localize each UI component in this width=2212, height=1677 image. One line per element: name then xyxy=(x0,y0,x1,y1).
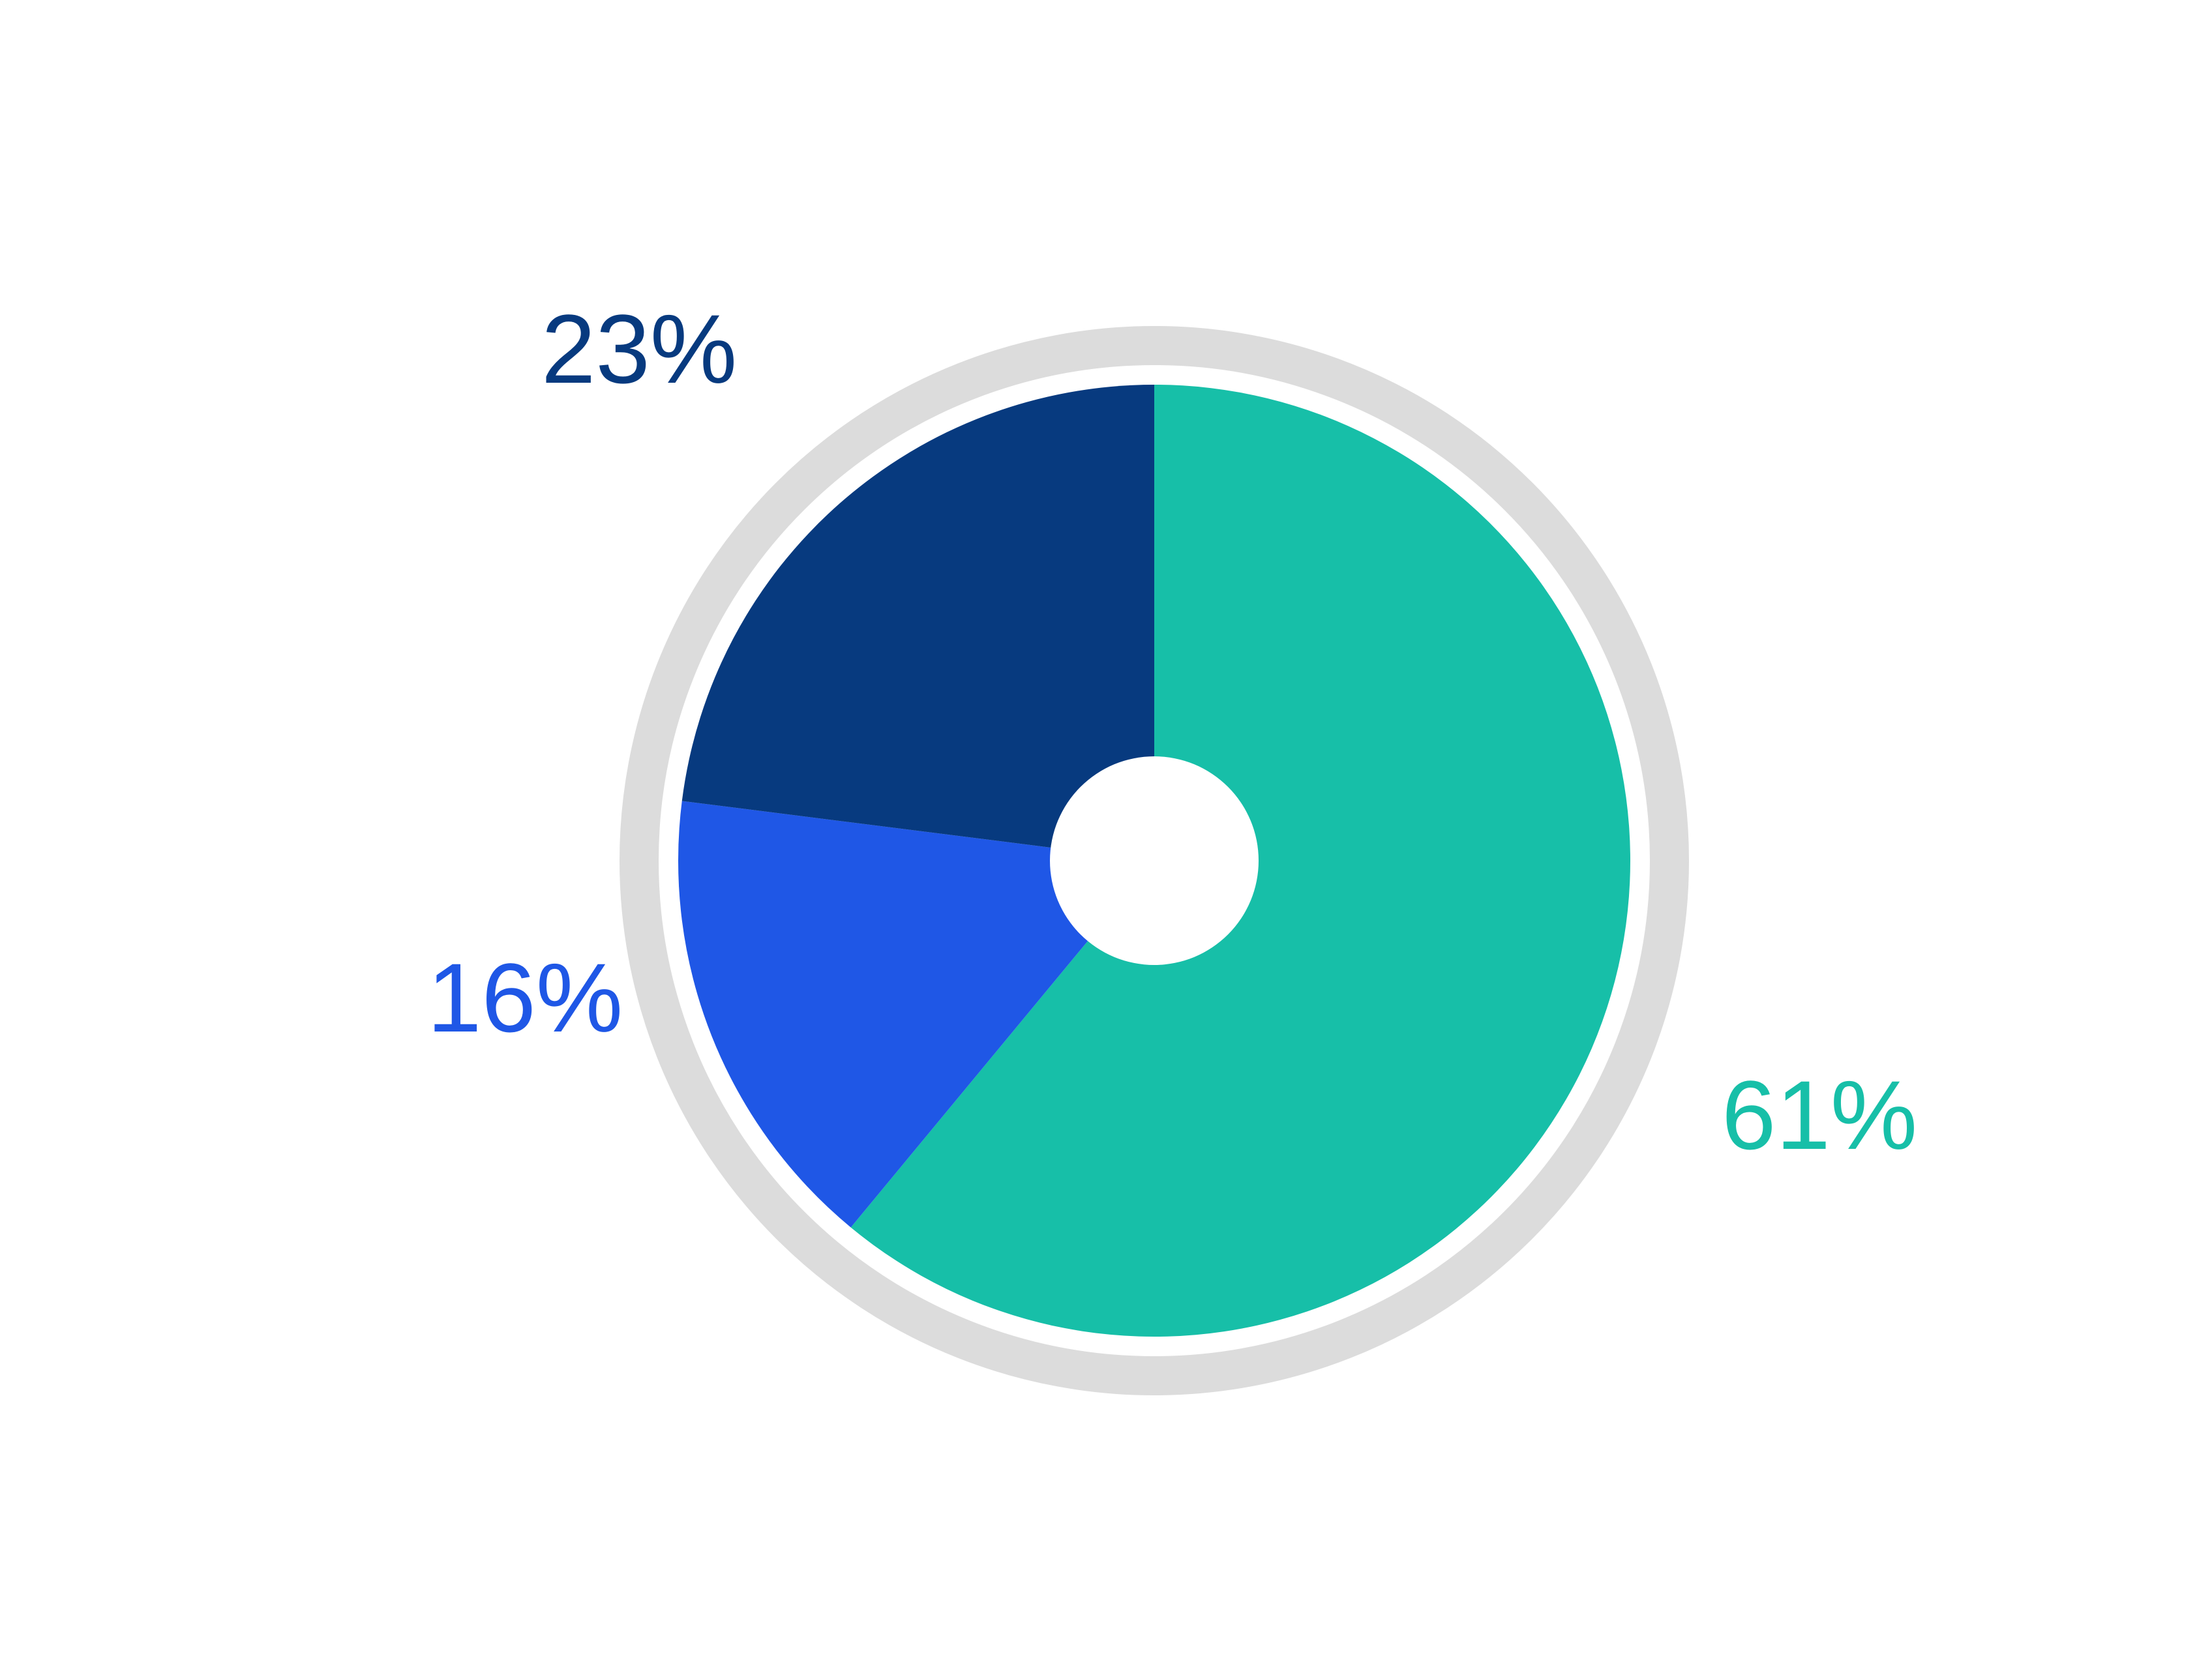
slice-percent-label: 61% xyxy=(1722,1066,1917,1164)
slice-percent-label: 23% xyxy=(541,300,737,398)
slice-percent-label: 16% xyxy=(427,949,623,1046)
donut-hole xyxy=(1050,756,1259,965)
chart-stage: 61% 16% 23% xyxy=(0,0,2212,1677)
donut-chart xyxy=(0,0,2212,1677)
